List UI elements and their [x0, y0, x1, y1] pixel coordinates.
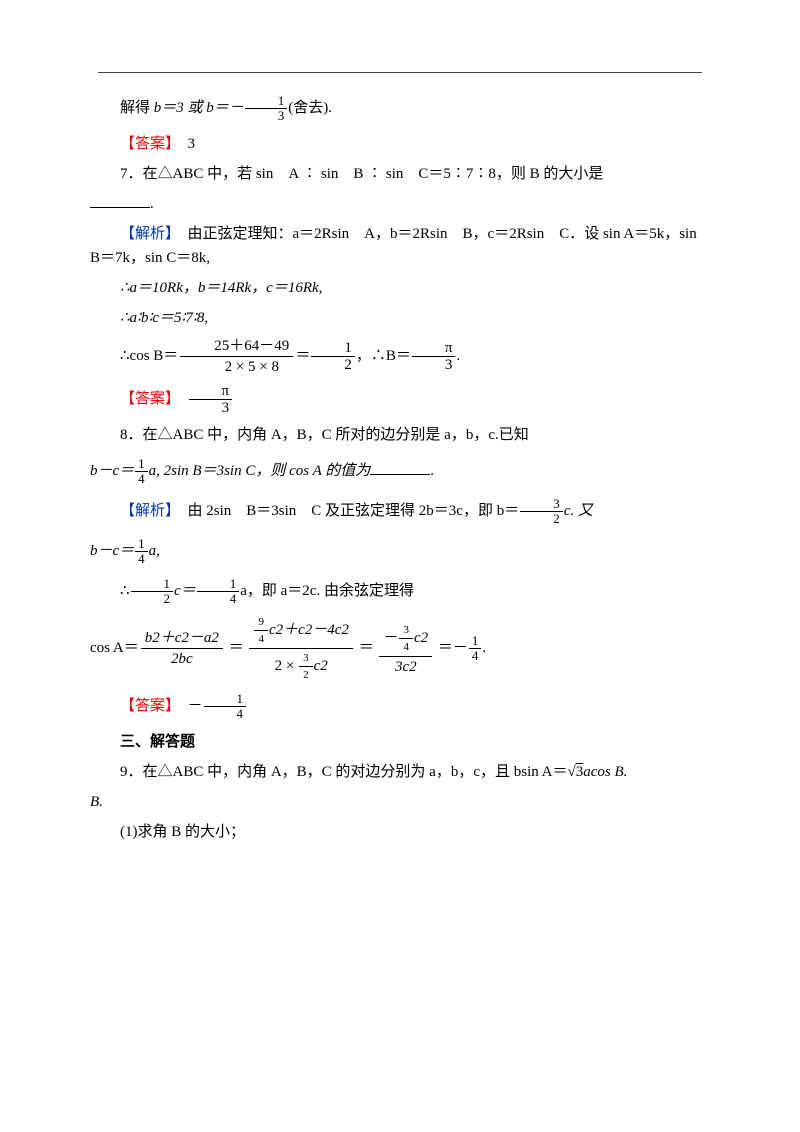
suffix: a,: [149, 543, 160, 559]
period: .: [150, 196, 154, 212]
prefix: ∴: [120, 583, 130, 599]
question-8-line2: b－c＝14a, 2sin B＝3sin C，则 cos A 的值为.: [90, 453, 710, 489]
q7-text: 7．在△ABC 中，若 sin A ∶ sin B ∶ sin C＝5∶7∶8，…: [120, 166, 603, 182]
fraction: 14: [197, 577, 240, 607]
answer-7: 【答案】 π3: [90, 381, 710, 417]
text: ∴a＝10Rk，b＝14Rk，c＝16Rk,: [120, 280, 322, 296]
fraction: π3: [189, 383, 233, 417]
prefix: ∴cos B＝: [120, 348, 178, 364]
fraction: b2＋c2－a22bc: [141, 628, 223, 669]
section-3-title: 三、解答题: [90, 730, 710, 754]
text: (1)求角 B 的大小；: [120, 824, 245, 840]
eq: b＝3 或 b＝－: [154, 100, 244, 116]
answer-6: 【答案】 3: [90, 132, 710, 156]
fraction: 14: [204, 692, 247, 722]
fraction: 25＋64－492 × 5 × 8: [180, 336, 293, 377]
mid: c＝: [174, 583, 196, 599]
fraction: －34c2 3c2: [379, 621, 432, 677]
mid2: a，即 a＝2c. 由余弦定理得: [240, 583, 414, 599]
blank: [90, 192, 150, 208]
prefix: －: [173, 698, 203, 714]
end: .: [456, 348, 460, 364]
fraction: 14: [135, 457, 148, 487]
answer-label: 【答案】: [120, 698, 173, 714]
answer-label: 【答案】: [120, 391, 173, 407]
text: ∴a∶b∶c＝5∶7∶8,: [120, 310, 208, 326]
analysis-8-line3: ∴12c＝14a，即 a＝2c. 由余弦定理得: [90, 573, 710, 609]
text: 由 2sin B＝3sin C 及正弦定理得 2b＝3c，即 b＝: [173, 503, 520, 519]
text: 9．在△ABC 中，内角 A，B，C 的对边分别为 a，b，c，且 bsin A…: [120, 764, 568, 780]
content: 解得 b＝3 或 b＝－13(舍去). 【答案】 3 7．在△ABC 中，若 s…: [90, 90, 710, 844]
line-solve-b: 解得 b＝3 或 b＝－13(舍去).: [90, 90, 710, 126]
analysis-8-cosA: cos A＝b2＋c2－a22bc ＝ 94c2＋c2－4c2 2 × 32c2…: [90, 613, 710, 684]
analysis-label: 【解析】: [120, 226, 173, 242]
answer-label: 【答案】: [120, 136, 173, 152]
text: (舍去).: [288, 100, 332, 116]
analysis-7-line4: ∴cos B＝25＋64－492 × 5 × 8＝12，∴B＝π3.: [90, 336, 710, 377]
page: 解得 b＝3 或 b＝－13(舍去). 【答案】 3 7．在△ABC 中，若 s…: [0, 0, 800, 1132]
mid: ，∴B＝: [356, 348, 411, 364]
text: c. 又: [564, 503, 593, 519]
fraction: 14: [469, 634, 482, 664]
text: 由正弦定理知：a＝2Rsin A，b＝2Rsin B，c＝2Rsin C．设 s…: [90, 226, 697, 266]
suffix: acos B.: [583, 764, 627, 780]
prefix: b－c＝: [90, 543, 134, 559]
fraction: 94c2＋c2－4c2 2 × 32c2: [249, 613, 352, 684]
eq: ＝: [295, 348, 310, 364]
fraction: 12: [311, 340, 355, 374]
fraction: π3: [412, 340, 456, 374]
prefix: b－c＝: [90, 463, 134, 479]
eq: ＝－: [438, 640, 468, 656]
q8-text: 8．在△ABC 中，内角 A，B，C 所对的边分别是 a，b，c.已知: [120, 427, 529, 443]
question-9-sub1: (1)求角 B 的大小；: [90, 820, 710, 844]
analysis-7-line3: ∴a∶b∶c＝5∶7∶8,: [90, 306, 710, 330]
fraction: 13: [245, 94, 288, 124]
end: .: [482, 640, 486, 656]
analysis-8: 【解析】 由 2sin B＝3sin C 及正弦定理得 2b＝3c，即 b＝32…: [90, 493, 710, 529]
answer-8: 【答案】 －14: [90, 688, 710, 724]
analysis-7: 【解析】 由正弦定理知：a＝2Rsin A，b＝2Rsin B，c＝2Rsin …: [90, 222, 710, 270]
eq: ＝: [229, 640, 244, 656]
prefix: cos A＝: [90, 640, 139, 656]
fraction: 32: [520, 497, 563, 527]
analysis-label: 【解析】: [120, 503, 173, 519]
question-7: 7．在△ABC 中，若 sin A ∶ sin B ∶ sin C＝5∶7∶8，…: [90, 162, 710, 186]
answer-value: 3: [173, 136, 196, 152]
question-8: 8．在△ABC 中，内角 A，B，C 所对的边分别是 a，b，c.已知: [90, 423, 710, 447]
question-7-blank: .: [90, 192, 710, 216]
fraction: 12: [131, 577, 174, 607]
eq: ＝: [359, 640, 374, 656]
analysis-8-line2: b－c＝14a,: [90, 533, 710, 569]
question-9-B: B.: [90, 790, 710, 814]
analysis-7-line2: ∴a＝10Rk，b＝14Rk，c＝16Rk,: [90, 276, 710, 300]
text: 解得: [120, 100, 154, 116]
header-rule: [98, 72, 702, 73]
question-9: 9．在△ABC 中，内角 A，B，C 的对边分别为 a，b，c，且 bsin A…: [90, 760, 710, 784]
end: .: [430, 463, 434, 479]
text: 三、解答题: [120, 733, 195, 750]
sqrt: √3: [568, 764, 584, 780]
fraction: 14: [135, 537, 148, 567]
blank: [370, 459, 430, 475]
mid: a, 2sin B＝3sin C，则 cos A 的值为: [149, 463, 371, 479]
